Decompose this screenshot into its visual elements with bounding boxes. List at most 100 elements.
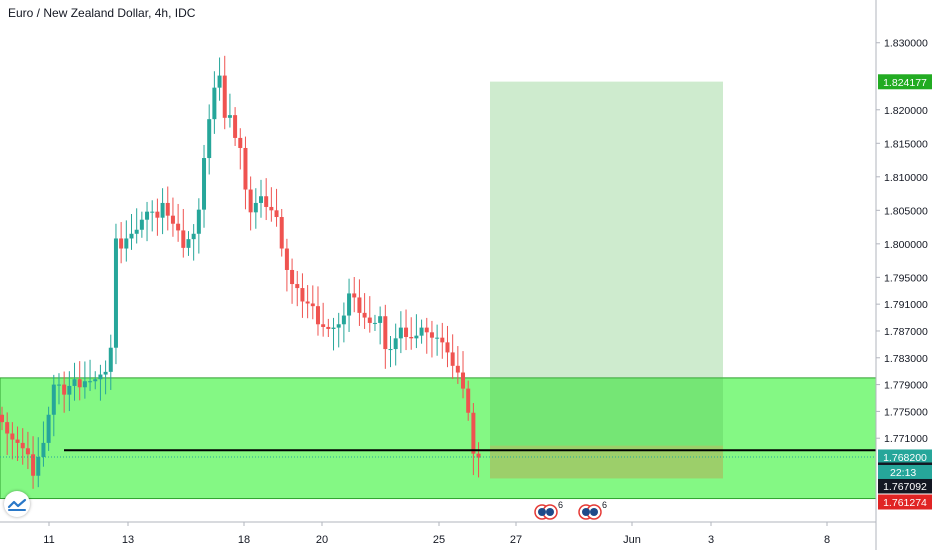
candle-body: [77, 379, 82, 388]
candle: [31, 436, 36, 489]
y-tick-label: 1.800000: [884, 239, 928, 251]
candle-body: [435, 337, 440, 339]
candle: [191, 224, 196, 261]
x-tick-label: 11: [43, 534, 54, 546]
y-tick-label: 1.795000: [884, 272, 928, 284]
candle: [284, 238, 289, 292]
candle: [46, 406, 51, 451]
candle: [445, 325, 450, 368]
event-marker[interactable]: 6: [578, 500, 607, 520]
candle-body: [295, 284, 300, 289]
candle: [165, 186, 170, 231]
candle-body: [124, 238, 129, 249]
candle: [372, 314, 377, 331]
flag-dot: [546, 508, 554, 516]
candle: [331, 317, 336, 351]
candle: [139, 211, 144, 238]
candle-body: [471, 412, 476, 454]
candle-body: [46, 414, 51, 443]
candle: [253, 188, 258, 229]
candle: [295, 270, 300, 307]
candle: [77, 361, 82, 401]
candle-body: [176, 223, 181, 231]
candle-body: [305, 301, 310, 304]
candle: [341, 302, 346, 343]
candle: [67, 371, 72, 412]
candle-body: [207, 119, 212, 159]
logo-icon: [7, 498, 27, 511]
candle: [217, 57, 222, 101]
candle-body: [67, 385, 72, 395]
candle-body: [388, 349, 393, 351]
candle: [419, 319, 424, 344]
candle-body: [181, 230, 186, 248]
tradingview-logo[interactable]: [4, 491, 30, 517]
candle: [388, 335, 393, 368]
candle-body: [62, 384, 67, 395]
x-tick-label: 27: [510, 534, 522, 546]
candle: [300, 273, 305, 318]
candle: [25, 431, 30, 470]
candle: [10, 422, 15, 460]
candle: [461, 351, 466, 399]
candle: [212, 71, 217, 134]
candle-body: [347, 293, 352, 316]
candle-body: [145, 211, 150, 220]
candle-body: [25, 448, 30, 455]
candle-body: [20, 442, 25, 449]
x-tick-label: 20: [316, 534, 328, 546]
y-tick-label: 1.810000: [884, 172, 928, 184]
candle-body: [253, 202, 258, 213]
candle-body: [41, 442, 46, 457]
candle: [476, 442, 481, 478]
candle: [119, 222, 124, 264]
candle-body: [238, 137, 243, 148]
candle-body: [108, 347, 113, 372]
candle: [248, 176, 253, 231]
candle: [88, 359, 93, 391]
candle: [51, 374, 56, 437]
candle: [36, 437, 41, 488]
candle-body: [31, 454, 36, 476]
y-tick-label: 1.830000: [884, 38, 928, 50]
event-count: 6: [558, 500, 563, 510]
candle: [196, 198, 201, 254]
candle-body: [378, 316, 383, 323]
candle: [155, 198, 160, 236]
candle: [471, 403, 476, 476]
candle-body: [357, 297, 362, 313]
candle-body: [248, 189, 253, 213]
candle-body: [326, 326, 331, 329]
event-marker[interactable]: 6: [534, 500, 563, 520]
candle-body: [274, 210, 279, 218]
candle: [170, 197, 175, 237]
event-count: 6: [602, 500, 607, 510]
x-tick-label: 8: [824, 534, 830, 546]
take-profit-zone[interactable]: [490, 81, 723, 446]
candle-body: [170, 215, 175, 224]
candle: [56, 373, 61, 405]
candle-body: [450, 352, 455, 366]
candle: [176, 203, 181, 242]
candle: [41, 421, 46, 467]
candle-body: [160, 202, 165, 218]
flag-dot: [582, 508, 590, 516]
x-tick-label: 13: [122, 534, 134, 546]
candle-body: [290, 269, 295, 285]
countdown-label: 22:13: [890, 467, 916, 479]
y-tick-label: 1.779000: [884, 380, 928, 392]
candle-body: [165, 202, 170, 216]
support-zone[interactable]: [0, 377, 877, 500]
candle: [326, 318, 331, 338]
candle: [207, 104, 212, 175]
candle-body: [202, 158, 207, 210]
price-badge: [878, 494, 932, 510]
candle: [238, 128, 243, 170]
candle-body: [372, 322, 377, 324]
y-tick-label: 1.775000: [884, 406, 928, 418]
candle: [259, 179, 263, 218]
candle: [82, 361, 87, 399]
candle: [264, 178, 269, 221]
